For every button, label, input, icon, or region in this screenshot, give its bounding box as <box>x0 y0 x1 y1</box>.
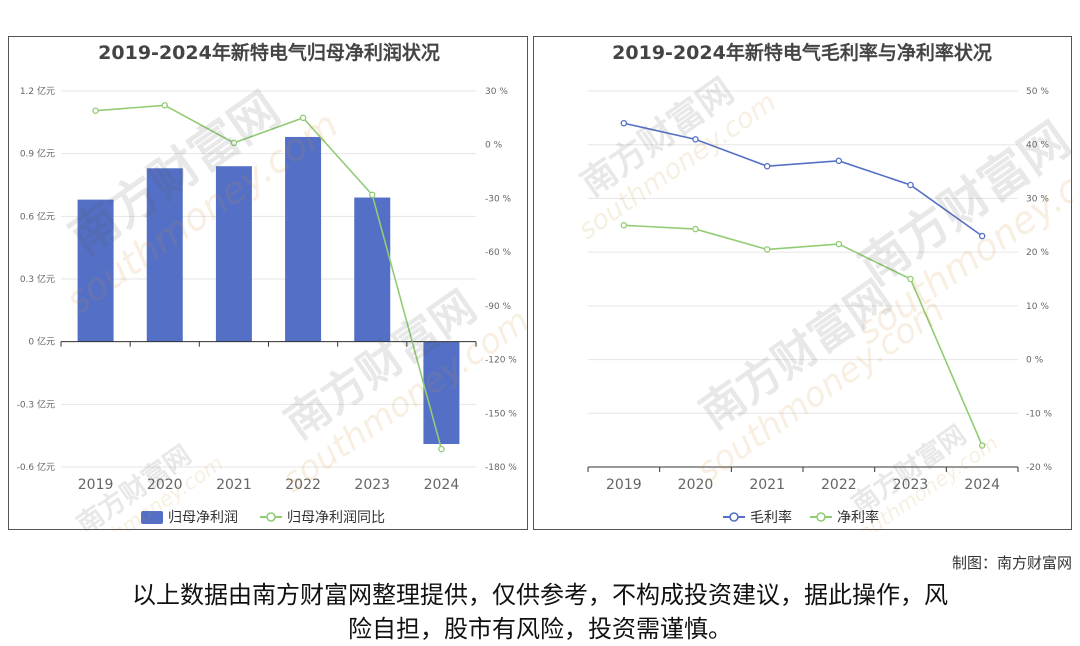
x-axis-label: 2023 <box>354 477 390 493</box>
chart-credit: 制图：南方财富网 <box>951 554 1072 572</box>
x-axis-label: 2020 <box>678 477 714 493</box>
right-axis-tick: -150 % <box>485 409 517 419</box>
bar-2022 <box>285 136 322 342</box>
chart-title: 2019-2024年新特电气毛利率与净利率状况 <box>612 41 992 64</box>
legend-marker-0 <box>729 512 739 522</box>
right-axis-tick: 40 % <box>1026 141 1049 151</box>
bar-2023 <box>354 197 391 342</box>
series-1-point-2022 <box>835 240 843 248</box>
x-axis-label: 2024 <box>424 477 460 493</box>
right-axis-tick: 20 % <box>1026 248 1049 258</box>
series-0-point-2021 <box>763 162 771 170</box>
x-axis-label: 2021 <box>749 477 785 493</box>
right-axis-tick: -20 % <box>1026 463 1053 473</box>
series-line-1 <box>623 224 983 446</box>
left-axis-tick: 0.9 亿元 <box>20 148 55 160</box>
legend-marker-1 <box>816 512 826 522</box>
left-chart-panel: 2019-2024年新特电气归母净利润状况 1.2 亿元 0.9 亿元 0.6 亿元 0… <box>8 36 529 531</box>
yoy-point-2023 <box>368 191 376 199</box>
disclaimer-line-2: 险自担，股市有风险，投资需谨慎。 <box>348 615 732 643</box>
series-1-point-2024 <box>978 442 986 449</box>
x-axis-label: 2022 <box>285 477 321 493</box>
right-axis-tick: 0 % <box>1026 356 1044 366</box>
right-axis-tick: 30 % <box>485 87 508 97</box>
x-axis-label: 2019 <box>78 477 114 493</box>
series-1-point-2021 <box>763 246 771 253</box>
yoy-point-2024 <box>438 445 445 453</box>
series-1-point-2019 <box>620 222 628 229</box>
legend-bar-label: 归母净利润 <box>168 509 238 526</box>
bar-2021 <box>215 166 252 342</box>
x-axis-label: 2022 <box>821 477 857 493</box>
series-line-0 <box>623 122 983 237</box>
bar-2024 <box>423 341 460 445</box>
net-profit-chart: 2019-2024年新特电气归母净利润状况 1.2 亿元 0.9 亿元 0.6 亿元 0… <box>17 41 529 531</box>
x-axis-label: 2023 <box>893 477 929 493</box>
chart-title: 2019-2024年新特电气归母净利润状况 <box>98 41 440 64</box>
legend-bar-swatch <box>141 511 163 524</box>
left-axis-tick: 0.3 亿元 <box>20 273 55 285</box>
left-axis-tick: 0.6 亿元 <box>20 210 55 222</box>
series-0-point-2020 <box>692 136 699 143</box>
series-1-point-2023 <box>907 275 914 283</box>
yoy-line <box>95 104 443 450</box>
right-axis-tick: -30 % <box>485 194 512 204</box>
series-0-point-2024 <box>978 232 986 240</box>
x-axis-label: 2019 <box>606 477 642 493</box>
margin-chart: 2019-2024年新特电气毛利率与净利率状况 50 % 40 % 30 % 20 % 1… <box>573 41 1073 531</box>
series-0-point-2022 <box>835 157 843 165</box>
series-1-point-2020 <box>692 225 699 233</box>
left-axis-tick: -0.6 亿元 <box>17 461 55 473</box>
right-axis-tick: -180 % <box>485 463 517 473</box>
left-axis-tick: 0 亿元 <box>28 336 55 348</box>
legend-line-marker <box>266 512 276 522</box>
yoy-point-2022 <box>299 114 307 122</box>
right-axis-tick: 50 % <box>1026 87 1049 97</box>
yoy-point-2020 <box>161 102 168 109</box>
right-axis-tick: -60 % <box>485 248 512 258</box>
legend-line-label: 归母净利润同比 <box>287 509 385 526</box>
x-axis-label: 2024 <box>964 477 1000 493</box>
right-axis-tick: 0 % <box>485 141 503 151</box>
right-axis-tick: 30 % <box>1026 194 1049 204</box>
right-axis-tick: -10 % <box>1026 409 1053 419</box>
right-axis-tick: -120 % <box>485 356 517 366</box>
right-axis-tick: 10 % <box>1026 302 1049 312</box>
disclaimer: 以上数据由南方财富网整理提供，仅供参考，不构成投资建议，据此操作，风 险自担，股… <box>0 578 1080 646</box>
left-axis-tick: -0.3 亿元 <box>17 398 55 410</box>
legend-label-1: 净利率 <box>837 509 879 526</box>
left-axis-tick: 1.2 亿元 <box>20 85 55 97</box>
x-axis-label: 2021 <box>216 477 252 493</box>
series-0-point-2019 <box>620 119 628 127</box>
right-chart-panel: 2019-2024年新特电气毛利率与净利率状况 50 % 40 % 30 % 20 % 1… <box>533 36 1073 531</box>
right-axis-tick: -90 % <box>485 302 512 312</box>
legend-label-0: 毛利率 <box>750 509 792 526</box>
x-axis-label: 2020 <box>147 477 183 493</box>
bar-2019 <box>77 199 114 342</box>
yoy-point-2019 <box>92 107 99 114</box>
disclaimer-line-1: 以上数据由南方财富网整理提供，仅供参考，不构成投资建议，据此操作，风 <box>132 581 948 609</box>
series-0-point-2023 <box>907 181 914 189</box>
bar-2020 <box>146 168 183 342</box>
yoy-point-2021 <box>230 139 238 147</box>
